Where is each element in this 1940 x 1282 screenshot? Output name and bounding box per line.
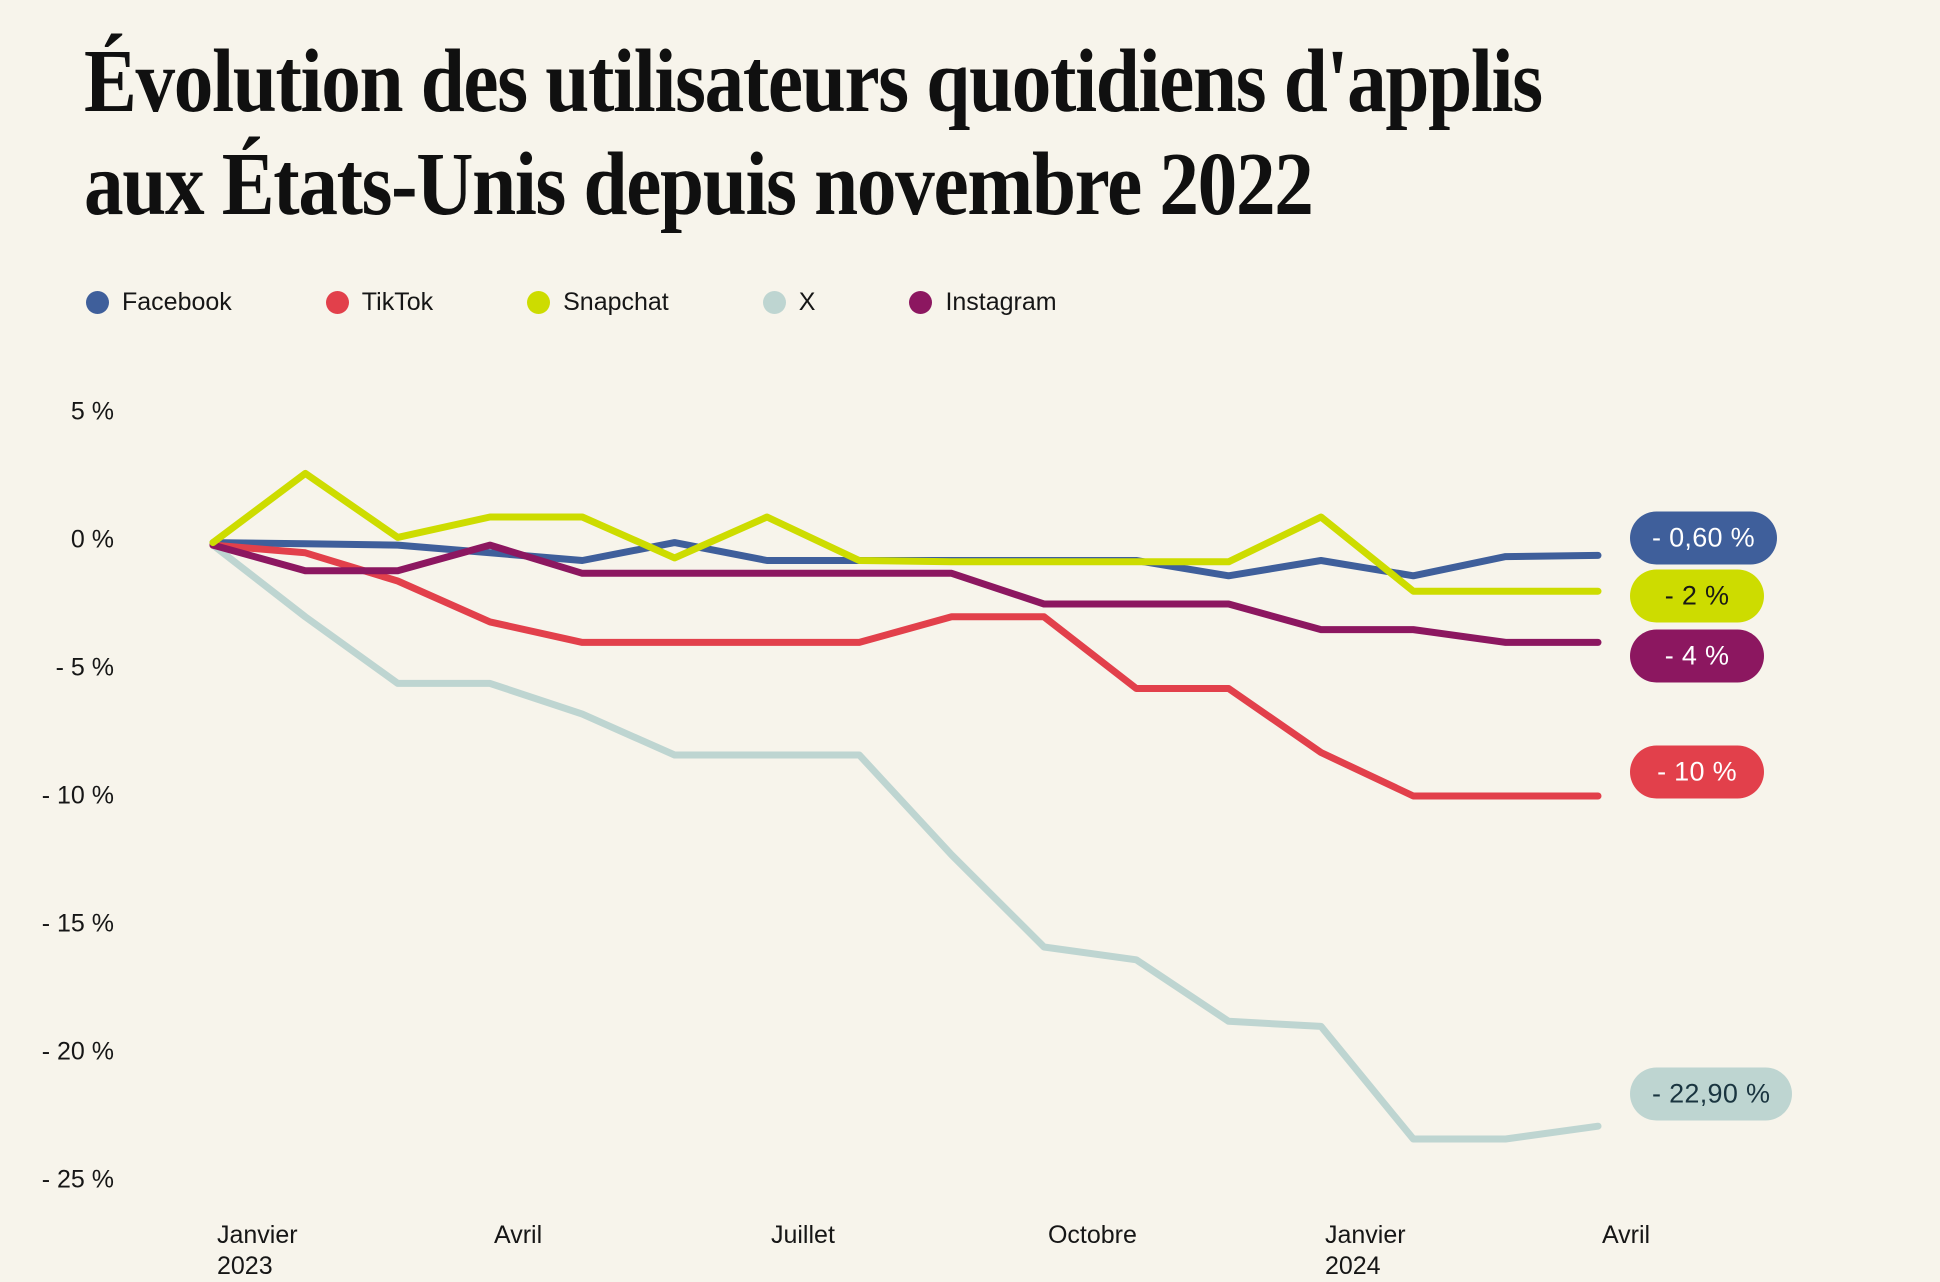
instagram-legend-dot	[909, 291, 933, 314]
legend-item-facebook: Facebook	[86, 288, 232, 317]
x-tick-line2: 2023	[217, 1252, 273, 1280]
end-badge-instagram: - 4 %	[1630, 629, 1764, 683]
chart-title-line-2: aux États-Unis depuis novembre 2022	[84, 135, 1314, 234]
x-tick-label: Janvier 2023	[217, 1220, 298, 1282]
end-badge-tiktok: - 10 %	[1630, 745, 1764, 799]
facebook-legend-dot	[86, 291, 109, 314]
end-badge-x: - 22,90 %	[1630, 1067, 1793, 1121]
series-line-x	[209, 541, 1602, 1143]
x-tick-line2: 2024	[1324, 1252, 1381, 1280]
x-tick-line1: Octobre	[1047, 1221, 1137, 1249]
x-tick-line1: Janvier	[1324, 1221, 1406, 1249]
tiktok-legend-dot	[325, 291, 349, 314]
legend-item-x: X	[762, 288, 816, 317]
legend-label: Instagram	[945, 288, 1057, 316]
legend-item-instagram: Instagram	[909, 288, 1057, 317]
chart-title: Évolution des utilisateurs quotidiens d'…	[84, 30, 1543, 236]
y-tick-label: - 10 %	[41, 781, 114, 810]
y-tick-label: 0 %	[70, 525, 114, 554]
y-tick-label: - 15 %	[41, 909, 114, 938]
legend-item-tiktok: TikTok	[325, 288, 434, 317]
x-tick-label: Janvier 2024	[1325, 1220, 1406, 1282]
y-tick-label: - 25 %	[41, 1165, 114, 1194]
end-badge-facebook: - 0,60 %	[1630, 511, 1777, 565]
legend-label: Snapchat	[563, 288, 669, 316]
legend-label: Facebook	[122, 288, 232, 316]
snapchat-legend-dot	[527, 291, 551, 314]
y-tick-label: - 20 %	[41, 1037, 114, 1066]
chart-legend: Facebook TikTok Snapchat X Instagram	[86, 288, 1057, 317]
series-line-tiktok	[209, 541, 1602, 800]
x-tick-label: Juillet	[771, 1220, 835, 1251]
x-tick-label: Avril	[494, 1220, 542, 1251]
y-tick-label: - 5 %	[55, 653, 114, 682]
x-tick-label: Octobre	[1048, 1220, 1137, 1251]
y-tick-label: 5 %	[70, 397, 114, 426]
legend-item-snapchat: Snapchat	[527, 288, 669, 317]
x-tick-line1: Janvier	[217, 1221, 298, 1249]
series-line-snapchat	[209, 469, 1602, 595]
x-tick-line1: Juillet	[770, 1221, 835, 1249]
series-line-instagram	[209, 541, 1602, 646]
x-tick-line1: Avril	[1601, 1221, 1651, 1249]
legend-label: TikTok	[361, 288, 434, 316]
x-tick-label: Avril	[1602, 1220, 1650, 1251]
end-badge-snapchat: - 2 %	[1630, 569, 1764, 623]
chart-title-line-1: Évolution des utilisateurs quotidiens d'…	[84, 32, 1543, 131]
legend-label: X	[798, 288, 816, 316]
x-legend-dot	[762, 291, 786, 314]
x-tick-line1: Avril	[493, 1221, 543, 1249]
